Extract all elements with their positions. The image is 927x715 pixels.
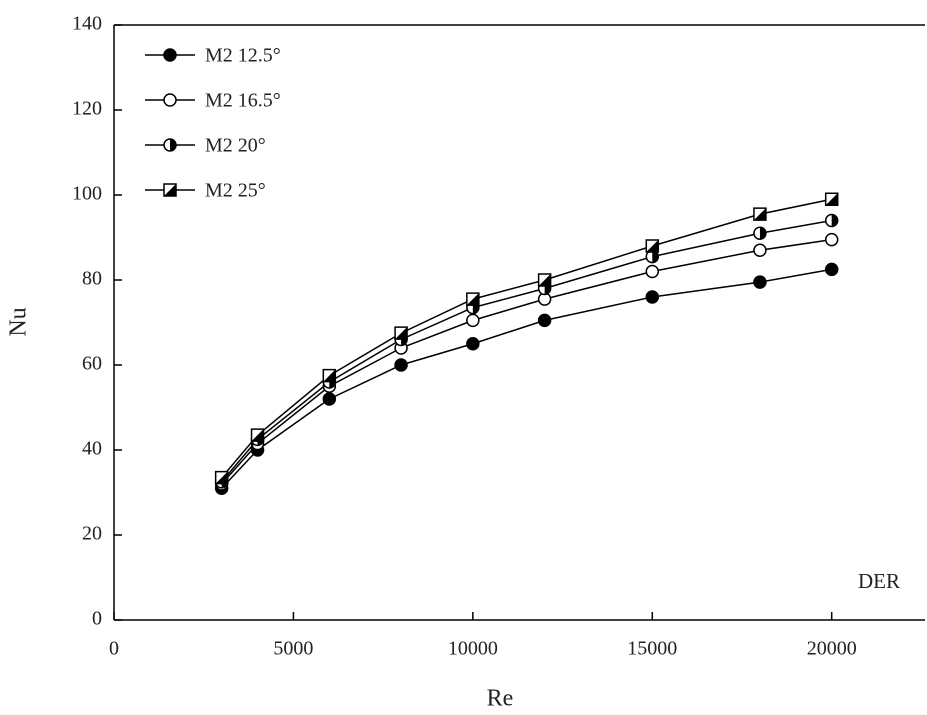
marker [537,313,552,328]
series-line [221,238,832,485]
marker-half [164,184,176,196]
marker-half [323,369,336,382]
marker-shape [466,313,480,328]
y-tick-label: 120 [72,98,102,120]
marker-shape [322,392,337,406]
marker-half [825,193,838,206]
series-line [221,198,832,479]
y-tick-label: 0 [92,608,102,630]
marker-half [538,274,551,286]
marker [824,232,839,247]
annotation: DER [858,569,900,593]
x-tick-label: 15000 [627,638,677,660]
y-tick-label: 100 [72,183,102,205]
marker [645,239,660,253]
marker-half [215,471,228,484]
marker-shape [466,337,480,351]
marker [753,243,767,257]
y-tick-label: 80 [82,268,102,290]
x-tick-label: 0 [109,638,119,660]
marker [466,292,480,306]
marker [214,470,229,485]
marker-shape [163,48,177,62]
marker [163,93,177,107]
marker [163,138,177,152]
marker-shape [753,275,767,289]
y-tick-label: 40 [82,438,102,460]
x-axis-label: Re [487,686,514,712]
marker [753,226,767,240]
marker-shape [824,232,839,247]
x-tick-label: 20000 [807,638,857,660]
marker-half [646,240,659,252]
marker [753,207,767,221]
legend-label: M2 25° [205,180,266,202]
marker-shape [645,264,660,279]
marker [163,183,177,197]
marker [394,358,408,372]
marker [163,48,177,62]
y-tick-label: 60 [82,353,102,375]
legend-label: M2 20° [205,135,266,157]
marker-shape [645,290,660,304]
marker [466,313,480,328]
marker [322,368,337,383]
marker-half [759,227,766,240]
marker [645,264,660,279]
marker [824,192,839,206]
marker-half [170,139,176,151]
marker-half [466,293,479,306]
marker [753,275,767,289]
marker [394,326,408,340]
legend-label: M2 12.5° [205,45,281,67]
marker [250,428,265,442]
marker-half [753,208,766,221]
marker [824,213,839,228]
y-tick-label: 20 [82,523,102,545]
marker-shape [753,243,767,257]
y-axis-label: Nu [6,307,32,336]
marker-half [251,429,264,442]
marker [537,273,552,287]
marker [322,392,337,406]
marker [824,262,839,277]
marker-shape [163,93,177,107]
marker-half [831,214,838,227]
marker-half [395,327,408,340]
series-line [221,219,832,483]
x-tick-label: 5000 [273,638,313,660]
legend-label: M2 16.5° [205,90,281,112]
marker [645,290,660,304]
marker-shape [537,313,552,328]
x-tick-label: 10000 [448,638,498,660]
y-tick-label: 140 [72,13,102,35]
marker-half [652,250,659,263]
marker [645,249,660,264]
marker [466,337,480,351]
series-line [221,268,832,489]
marker-shape [394,358,408,372]
marker-shape [824,262,839,277]
